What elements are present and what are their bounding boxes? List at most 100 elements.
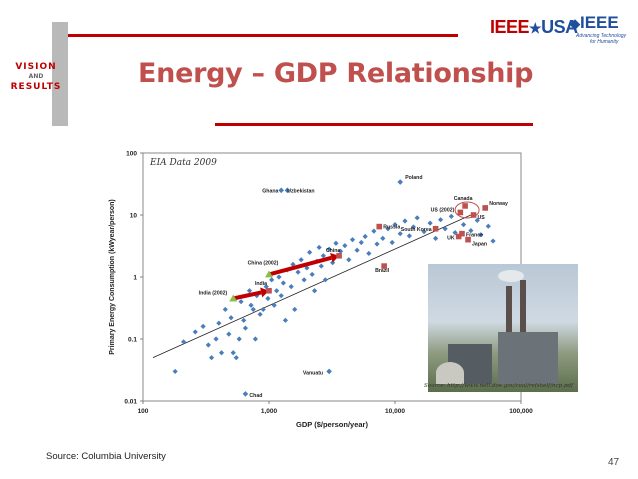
x-axis-label: GDP ($/person/year) (296, 420, 368, 429)
data-point (478, 232, 484, 238)
data-point (406, 233, 412, 239)
storage-tank (436, 362, 464, 384)
y-axis-label: Primary Energy Consumption (kWyear/perso… (109, 199, 116, 354)
point-label: Vanuatu (303, 370, 323, 376)
data-point (246, 288, 253, 294)
data-point (295, 269, 301, 275)
logo-line-1: VISION (15, 62, 57, 72)
highlight-square-point (336, 252, 342, 259)
data-point (205, 342, 211, 348)
highlight-square-point (266, 287, 272, 294)
y-tick-label: 0.01 (124, 399, 137, 406)
data-point (236, 336, 242, 342)
data-point (468, 228, 474, 234)
data-point (421, 228, 427, 235)
ieee-logo-name: ◆IEEE (570, 14, 636, 33)
data-point (322, 277, 328, 283)
photo-caption: Source: http://www.netl.doe.gov/coal/ref… (424, 383, 574, 389)
data-point (252, 336, 259, 342)
ieee-tagline-1: Advancing Technology (576, 33, 627, 39)
point-label: Norway (489, 201, 508, 207)
power-plant-photo (428, 264, 578, 392)
data-point (280, 280, 286, 286)
data-point (226, 331, 232, 337)
data-point (474, 217, 480, 223)
y-tick-label: 10 (130, 213, 138, 220)
point-label: India (255, 281, 267, 287)
data-points (172, 213, 496, 375)
data-point (432, 235, 439, 241)
highlight-square-point (455, 233, 462, 240)
highlight-square-point (462, 203, 468, 209)
ieee-diamond-icon: ◆ (570, 16, 580, 31)
logo-line-2: AND (28, 73, 44, 80)
data-point (366, 250, 372, 257)
data-point (316, 244, 322, 251)
data-point (385, 226, 391, 232)
data-point (397, 231, 403, 237)
point-label: Japan (472, 242, 487, 248)
vision-and-results-logo: VISION AND RESULTS (8, 62, 64, 92)
trendline (152, 214, 472, 359)
highlight-square-point (465, 236, 471, 243)
data-point (414, 215, 420, 221)
smokestack (520, 280, 526, 362)
data-point (288, 284, 294, 290)
data-point (389, 239, 395, 246)
highlight-square-point (432, 225, 439, 232)
data-point (402, 218, 408, 224)
plant-building (498, 332, 558, 384)
highlight-ring (454, 201, 480, 219)
top-accent-line (68, 34, 458, 37)
point-label: South Korea (401, 227, 432, 233)
x-tick-label: 100,000 (509, 408, 533, 415)
ieee-usa-logo: IEEE★USA (490, 17, 578, 38)
highlight-square-point (376, 223, 383, 230)
data-point (437, 217, 444, 223)
data-point (276, 274, 282, 280)
data-point (485, 223, 491, 229)
logo-line-3: RESULTS (10, 82, 62, 92)
title-underline (215, 123, 533, 126)
data-point (490, 238, 496, 244)
smokestack (506, 286, 512, 362)
data-point (374, 241, 380, 247)
data-point (172, 368, 178, 375)
data-point (448, 213, 454, 219)
historic-triangle-point (229, 294, 238, 302)
data-point (362, 233, 368, 240)
data-point (392, 222, 398, 228)
point-label: India (2002) (199, 291, 228, 297)
data-point (282, 317, 289, 323)
data-point (218, 350, 225, 356)
point-label: US (478, 215, 486, 221)
labeled-diamond-point (326, 368, 332, 375)
point-label: Poland (405, 175, 422, 181)
x-tick-label: 1,000 (261, 408, 278, 415)
point-label: UK (447, 236, 455, 242)
highlight-square-point (470, 212, 477, 218)
trend-arrow-shaft (268, 255, 332, 277)
ieee-tagline-2: for Humanity (590, 39, 619, 45)
chart-title: EIA Data 2009 (149, 158, 217, 168)
trend-arrows (232, 252, 340, 301)
labeled-diamond-point (397, 179, 404, 185)
highlight-square-point (459, 230, 465, 237)
data-point (263, 284, 269, 290)
smoke-plume (498, 270, 524, 282)
data-point (216, 320, 222, 326)
y-tick-label: 100 (126, 151, 137, 158)
point-label: US (2002) (431, 207, 455, 213)
data-point (460, 222, 467, 228)
data-point (358, 239, 364, 246)
point-label: China (2002) (248, 260, 279, 266)
ieee-usa-ieee-text: IEEE (490, 17, 530, 37)
data-point (342, 243, 348, 249)
data-point (380, 235, 386, 241)
x-tick-label: 10,000 (385, 408, 405, 415)
highlight-square-point (482, 205, 489, 211)
labeled-points: Ghana Uzbekistan Poland Canada Norway US (200… (199, 175, 508, 399)
highlight-square-point (457, 209, 464, 216)
point-label: Canada (454, 196, 473, 202)
data-point (180, 339, 187, 345)
